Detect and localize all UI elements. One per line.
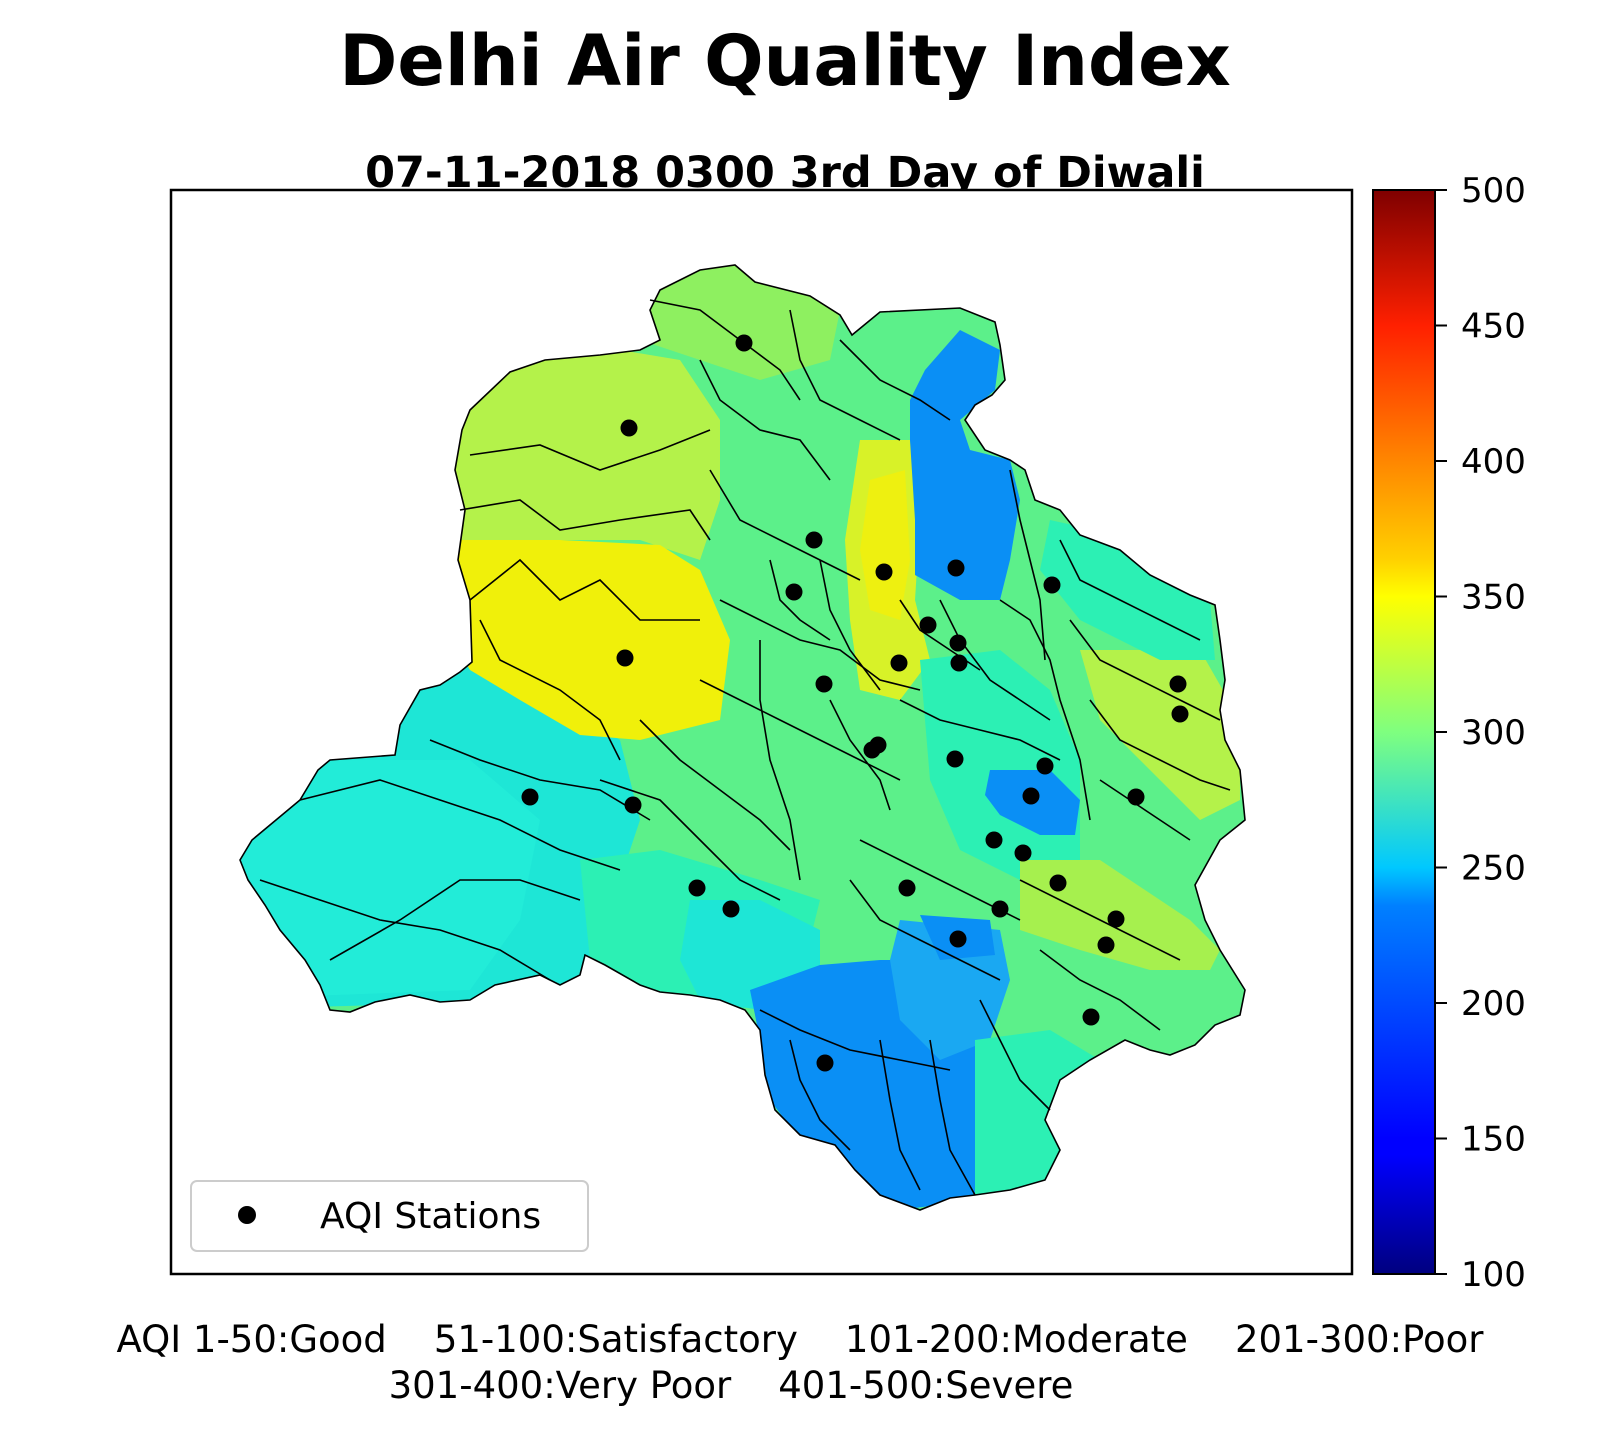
aqi-station-marker xyxy=(785,583,803,601)
legend-station-marker xyxy=(238,1206,256,1224)
aqi-station-marker xyxy=(620,419,638,437)
aqi-station-marker xyxy=(1036,757,1054,775)
aqi-stations xyxy=(521,334,1189,1072)
aqi-category-line-1: AQI 1-50:Good 51-100:Satisfactory 101-20… xyxy=(116,1318,1484,1361)
colorbar-ticks: 100 150 200 250 300 350 400 450 500 xyxy=(1435,171,1526,1295)
aqi-station-marker xyxy=(947,559,965,577)
aqi-station-marker xyxy=(991,900,1009,918)
legend: AQI Stations xyxy=(190,1180,589,1252)
aqi-station-marker xyxy=(919,616,937,634)
aqi-station-marker xyxy=(521,788,539,806)
colorbar-tick-label: 300 xyxy=(1461,713,1526,753)
aqi-station-marker xyxy=(805,531,823,549)
legend-box xyxy=(190,1180,589,1252)
aqi-station-marker xyxy=(950,654,968,672)
ward-boundaries xyxy=(239,264,1246,1211)
aqi-station-marker xyxy=(1043,576,1061,594)
aqi-station-marker xyxy=(863,741,881,759)
colorbar-tick-label: 350 xyxy=(1461,578,1526,618)
colorbar-gradient xyxy=(1372,189,1436,1275)
aqi-station-marker xyxy=(1127,788,1145,806)
legend-label: AQI Stations xyxy=(320,1196,541,1237)
aqi-station-marker xyxy=(1049,874,1067,892)
colorbar-tick-label: 250 xyxy=(1461,849,1526,889)
aqi-station-marker xyxy=(946,750,964,768)
colorbar-tick-label: 450 xyxy=(1461,307,1526,347)
aqi-category-line-2: 301-400:Very Poor 401-500:Severe xyxy=(388,1364,1074,1407)
map-title: Delhi Air Quality Index xyxy=(339,20,1231,102)
aqi-station-marker xyxy=(1107,910,1125,928)
aqi-station-marker xyxy=(875,563,893,581)
aqi-station-marker xyxy=(898,879,916,897)
aqi-station-marker xyxy=(949,930,967,948)
aqi-station-marker xyxy=(1082,1008,1100,1026)
colorbar-tick-label: 200 xyxy=(1461,984,1526,1024)
aqi-station-marker xyxy=(985,831,1003,849)
aqi-station-marker xyxy=(624,796,642,814)
colorbar-tick-label: 400 xyxy=(1461,442,1526,482)
colorbar: 100 150 200 250 300 350 400 450 500 xyxy=(1372,171,1526,1295)
aqi-station-marker xyxy=(688,879,706,897)
aqi-station-marker xyxy=(816,1054,834,1072)
colorbar-tick-label: 150 xyxy=(1461,1120,1526,1160)
aqi-station-marker xyxy=(890,654,908,672)
aqi-station-marker xyxy=(722,900,740,918)
aqi-station-marker xyxy=(1169,675,1187,693)
colorbar-tick-label: 500 xyxy=(1461,171,1526,211)
aqi-station-marker xyxy=(815,675,833,693)
colorbar-tick-label: 100 xyxy=(1461,1255,1526,1295)
aqi-station-marker xyxy=(1097,936,1115,954)
aqi-station-marker xyxy=(735,334,753,352)
aqi-station-marker xyxy=(616,649,634,667)
aqi-station-marker xyxy=(1022,787,1040,805)
aqi-station-marker xyxy=(1014,844,1032,862)
aqi-station-marker xyxy=(1171,705,1189,723)
aqi-station-marker xyxy=(949,634,967,652)
